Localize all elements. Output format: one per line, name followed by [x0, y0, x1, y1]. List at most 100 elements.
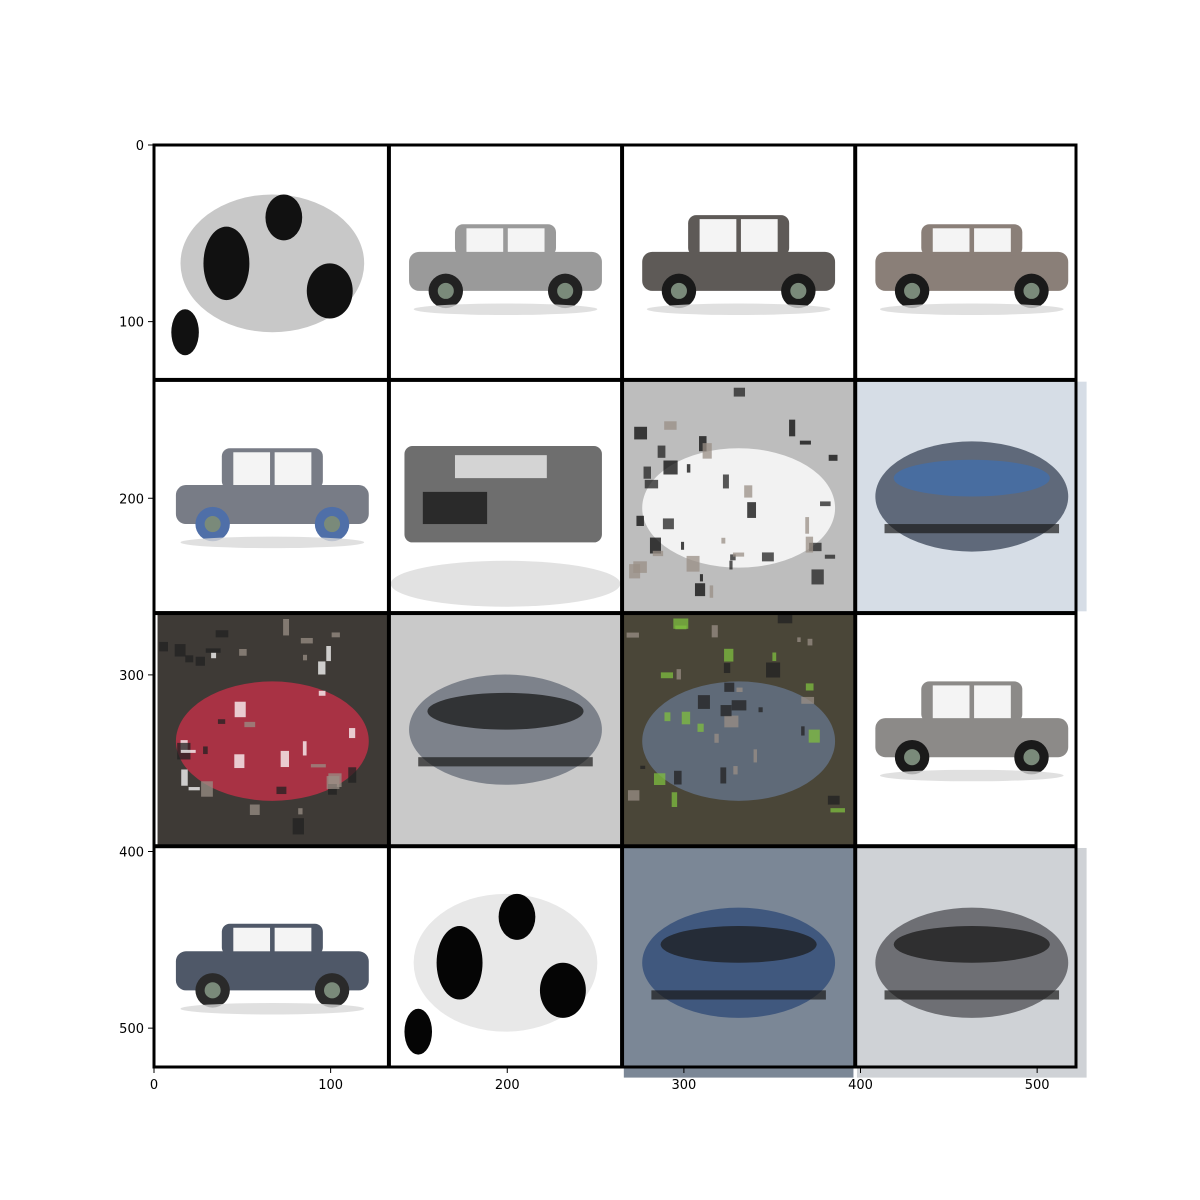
noise-patch: [758, 707, 763, 713]
image-tile: [157, 847, 388, 1078]
wheel-hub: [204, 516, 221, 533]
noise-patch: [302, 654, 308, 661]
noise-patch: [671, 792, 678, 808]
image-tile: [390, 614, 621, 845]
shadow: [180, 536, 365, 549]
noise-patch: [733, 387, 746, 397]
wheel-hub: [437, 282, 454, 299]
noise-patch: [643, 466, 651, 479]
noise-patch: [766, 662, 781, 678]
horizontal-separator: [154, 611, 1076, 616]
noise-patch: [660, 672, 674, 679]
y-tick-label: 200: [119, 492, 144, 507]
window: [233, 452, 271, 486]
wheel-hub: [557, 282, 574, 299]
shadow: [413, 303, 598, 316]
image-tile: [856, 381, 1087, 612]
car-shape: [875, 907, 1069, 1018]
wheel-hub: [1023, 749, 1040, 766]
noise-patch: [326, 776, 340, 789]
noise-patch: [681, 541, 685, 550]
noise-patch: [283, 618, 290, 636]
car-shape: [409, 674, 602, 785]
noise-patch: [827, 795, 840, 805]
noise-patch: [318, 690, 326, 696]
image-tile: [856, 148, 1087, 379]
dark-stripe: [884, 990, 1060, 1000]
noise-patch: [626, 632, 639, 638]
horizontal-separator: [154, 377, 1076, 382]
blur-highlight: [660, 926, 817, 963]
noise-patch: [673, 618, 689, 629]
noise-patch: [807, 638, 813, 646]
noise-patch: [686, 464, 691, 473]
noise-patch: [205, 648, 221, 653]
noise-patch: [761, 552, 774, 562]
window: [740, 219, 778, 252]
window: [974, 228, 1011, 252]
y-tick-label: 0: [136, 139, 144, 154]
noise-patch: [174, 644, 186, 657]
y-tick-label: 400: [119, 846, 144, 861]
noise-patch: [808, 729, 820, 743]
wheel-hub: [904, 749, 921, 766]
noise-patch: [805, 683, 814, 691]
noise-patch: [217, 719, 226, 724]
noise-patch: [714, 733, 719, 743]
dark-stripe: [418, 757, 593, 767]
image-tile: [157, 614, 388, 845]
noise-patch: [676, 669, 681, 680]
car-shape: [175, 681, 369, 801]
noise-patch: [331, 632, 340, 638]
noise-patch: [662, 518, 674, 530]
image-tile: [390, 148, 621, 379]
wheel-hub: [324, 982, 341, 999]
x-tick-label: 0: [150, 1078, 158, 1093]
window: [974, 685, 1011, 719]
noise-patch: [722, 474, 729, 489]
dark-stripe: [651, 990, 826, 1000]
dark-blotch: [265, 194, 303, 241]
noise-patch: [663, 460, 678, 475]
noise-patch: [652, 550, 664, 557]
window: [454, 455, 547, 479]
noise-patch: [244, 721, 256, 728]
noise-patch: [731, 700, 747, 711]
window: [274, 927, 312, 952]
blur-highlight: [893, 459, 1050, 497]
noise-patch: [811, 569, 824, 585]
dark-blotch: [539, 962, 586, 1018]
noise-patch: [772, 652, 777, 661]
noise-patch: [809, 542, 822, 552]
shadow: [390, 560, 621, 607]
noise-patch: [732, 552, 745, 557]
noise-patch: [747, 502, 757, 518]
noise-patch: [797, 637, 801, 643]
noise-patch: [280, 750, 290, 768]
image-tile: [623, 614, 854, 845]
dark-blotch: [203, 226, 250, 301]
noise-patch: [711, 625, 718, 638]
noise-patch: [686, 555, 700, 572]
noise-patch: [636, 515, 644, 526]
noise-patch: [724, 715, 739, 728]
noise-patch: [180, 749, 196, 753]
dark-blotch: [306, 263, 353, 319]
shadow: [879, 303, 1064, 316]
noise-patch: [328, 784, 337, 795]
noise-patch: [724, 648, 734, 662]
noise-patch: [203, 746, 208, 755]
noise-patch: [805, 536, 814, 553]
noise-patch: [633, 561, 647, 573]
blur-highlight: [893, 926, 1050, 963]
noise-patch: [249, 804, 260, 815]
wheel-hub: [904, 282, 921, 299]
noise-patch: [310, 764, 326, 768]
noise-patch: [302, 741, 307, 756]
noise-patch: [326, 646, 331, 662]
axes-frame: [152, 143, 1078, 1069]
y-tick-label: 300: [119, 669, 144, 684]
shadow: [646, 303, 831, 316]
image-tile: [157, 381, 388, 612]
noise-patch: [799, 440, 811, 445]
